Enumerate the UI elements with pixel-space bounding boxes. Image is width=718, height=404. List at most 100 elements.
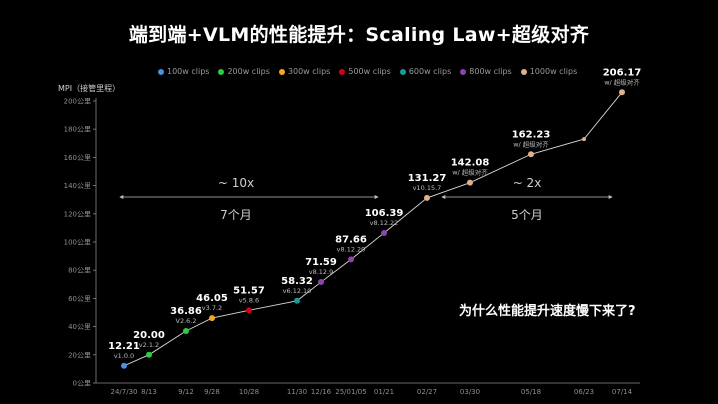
data-point [424, 194, 430, 201]
y-tick-label: 60公里 [68, 295, 91, 303]
x-tick-label: 8/13 [141, 388, 157, 396]
data-version-label: v8.12.20 [337, 245, 366, 253]
data-value-label: 12.21 [108, 341, 140, 352]
chart-series [121, 89, 625, 369]
span-bottom-label: 5个月 [511, 208, 543, 222]
data-point [348, 256, 354, 263]
data-version-label: v6.12.10 [283, 287, 312, 295]
legend-item: 500w clips [339, 67, 391, 76]
data-point [467, 179, 473, 186]
y-tick-label: 140公里 [64, 182, 91, 190]
data-value-label: 87.66 [335, 234, 367, 245]
x-tick-label: 10/28 [239, 388, 259, 396]
page-title: 端到端+VLM的性能提升：Scaling Law+超级对齐 [128, 24, 590, 46]
data-version-label: V2.6.2 [176, 317, 197, 325]
x-tick-label: 02/27 [417, 388, 437, 396]
legend-dot [399, 68, 406, 75]
legend-dot [520, 68, 527, 75]
y-tick-label: 40公里 [68, 323, 91, 331]
legend-label: 200w clips [227, 67, 270, 76]
legend-label: 300w clips [287, 67, 331, 76]
legend-dot [460, 68, 467, 75]
span-top-label: ~ 2x [513, 176, 542, 190]
data-value-label: 51.57 [233, 285, 265, 296]
data-value-label: 20.00 [133, 330, 165, 341]
x-tick-label: 24/7/30 [111, 388, 138, 396]
data-point [381, 229, 387, 236]
legend-item: 1000w clips [520, 67, 578, 76]
x-tick-label: 03/30 [460, 388, 480, 396]
legend-label: 500w clips [348, 67, 391, 76]
data-version-label: w/ 超级对齐 [513, 139, 549, 148]
data-version-label: v1.0.0 [114, 352, 134, 360]
data-version-label: v10.15.7 [413, 184, 442, 192]
legend-label: 100w clips [167, 67, 210, 76]
y-tick-label: 80公里 [68, 267, 91, 275]
legend-item: 200w clips [218, 67, 270, 76]
legend-dot [278, 68, 285, 75]
y-tick-label: 0公里 [73, 380, 91, 388]
data-version-label: w/ 超级对齐 [604, 77, 640, 86]
data-point [294, 297, 300, 304]
legend-item: 600w clips [399, 67, 452, 76]
data-value-label: 142.08 [451, 158, 490, 169]
data-point [318, 279, 324, 286]
data-version-label: v5.8.6 [239, 296, 259, 304]
question-text: 为什么性能提升速度慢下来了? [459, 304, 636, 319]
legend-item: 100w clips [158, 67, 209, 76]
x-tick-label: 01/21 [374, 388, 394, 396]
data-version-label: v3.7.2 [202, 304, 222, 312]
legend-dot [218, 68, 225, 75]
data-point [528, 151, 534, 158]
x-tick-label: 12/16 [311, 388, 332, 396]
y-tick-label: 100公里 [64, 239, 91, 247]
x-tick-label: 9/12 [178, 388, 194, 396]
data-version-label: v8.12.9 [309, 268, 334, 276]
legend-item: 800w clips [460, 67, 512, 76]
data-value-label: 162.23 [512, 129, 551, 140]
data-point [146, 351, 152, 358]
data-version-label: v8.12.22 [370, 219, 399, 227]
data-point [183, 328, 189, 335]
data-point [121, 362, 127, 369]
span-top-label: ~ 10x [218, 176, 254, 190]
legend-item: 300w clips [278, 67, 331, 76]
chart-annotations: ~ 10x 7个月 ~ 2x 5个月 [119, 176, 613, 222]
legend-label: 1000w clips [529, 67, 578, 76]
data-value-label: 71.59 [305, 257, 337, 268]
data-point [209, 315, 215, 322]
y-tick-label: 20公里 [68, 351, 91, 359]
y-tick-label: 180公里 [64, 126, 91, 134]
legend-dot [158, 68, 164, 75]
y-tick-label: 120公里 [64, 210, 91, 218]
data-value-label: 206.17 [603, 67, 642, 78]
legend-label: 800w clips [469, 67, 512, 76]
legend-label: 600w clips [408, 67, 452, 76]
span-bottom-label: 7个月 [220, 208, 252, 222]
data-version-label: v2.1.2 [139, 341, 159, 349]
data-value-label: 58.32 [281, 276, 313, 287]
data-point [619, 89, 625, 96]
data-value-label: 131.27 [408, 173, 447, 184]
data-point [582, 137, 586, 142]
y-tick-label: 160公里 [64, 154, 91, 162]
y-tick-label: 200公里 [64, 98, 91, 106]
x-tick-label: 25/01/05 [335, 388, 366, 396]
y-axis-label: MPI（接管里程） [58, 84, 121, 93]
series-line [123, 92, 623, 367]
x-tick-label: 05/18 [521, 388, 541, 396]
chart-axes: 0公里 20公里 40公里 60公里 80公里 100公里 120公里 140公里 160公里 1… [64, 98, 640, 396]
data-value-label: 106.39 [365, 208, 404, 219]
x-tick-label: 07/14 [612, 388, 633, 396]
x-tick-label: 9/28 [204, 388, 220, 396]
legend-dot [339, 68, 346, 75]
data-value-label: 46.05 [196, 293, 228, 304]
data-value-label: 36.86 [170, 306, 202, 317]
data-point [246, 307, 252, 314]
x-tick-label: 11/30 [287, 388, 307, 396]
x-tick-label: 06/23 [574, 388, 594, 396]
data-version-label: w/ 超级对齐 [452, 168, 488, 177]
chart-legend: 100w clips 200w clips 300w clips 500w clips… [158, 67, 577, 76]
